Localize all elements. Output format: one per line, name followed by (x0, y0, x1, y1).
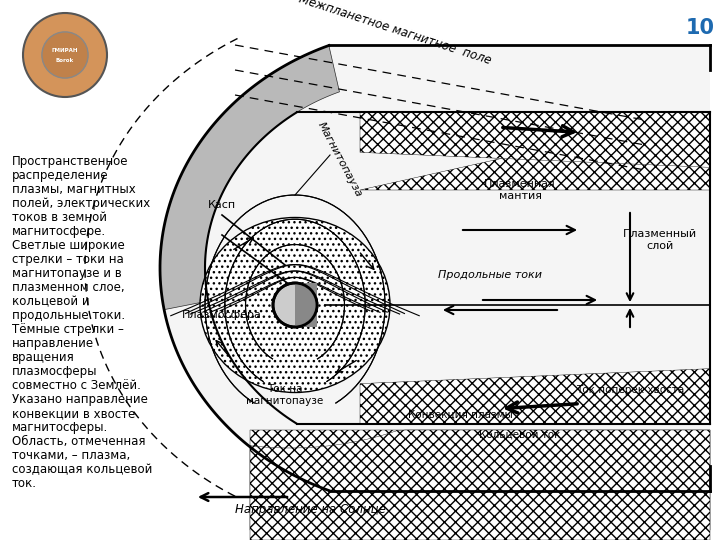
Text: ток.: ток. (12, 477, 37, 490)
Text: Межпланетное магнитное  поле: Межпланетное магнитное поле (297, 0, 493, 68)
Text: продольные токи.: продольные токи. (12, 309, 125, 322)
Text: совместно с Землёй.: совместно с Землёй. (12, 379, 141, 392)
Text: Плазменная
мантия: Плазменная мантия (484, 179, 556, 201)
Text: создающая кольцевой: создающая кольцевой (12, 463, 153, 476)
Text: Указано направление: Указано направление (12, 393, 148, 406)
Text: Кольцевой ток: Кольцевой ток (480, 430, 561, 440)
Ellipse shape (200, 218, 390, 393)
Polygon shape (360, 112, 710, 167)
Text: ГМИРАН: ГМИРАН (52, 48, 78, 52)
Text: стрелки – токи на: стрелки – токи на (12, 253, 124, 266)
Text: плазмы, магнитных: плазмы, магнитных (12, 183, 136, 196)
Text: плазменном слое,: плазменном слое, (12, 281, 125, 294)
Circle shape (23, 13, 107, 97)
Text: Направление на Солнце: Направление на Солнце (235, 503, 385, 516)
Text: Светлые широкие: Светлые широкие (12, 239, 125, 252)
Text: распределение: распределение (12, 169, 109, 182)
Text: кольцевой и: кольцевой и (12, 295, 89, 308)
Polygon shape (250, 430, 710, 540)
Text: Магнитопауза: Магнитопауза (316, 121, 364, 199)
Circle shape (42, 32, 88, 78)
Text: Плазмосфера: Плазмосфера (182, 310, 262, 320)
Text: Область, отмеченная: Область, отмеченная (12, 435, 145, 448)
Text: Плазменный
слой: Плазменный слой (623, 229, 697, 251)
Text: магнитопаузе и в: магнитопаузе и в (12, 267, 122, 280)
Text: магнитосферы.: магнитосферы. (12, 421, 108, 434)
Text: вращения: вращения (12, 351, 75, 364)
Text: Ток на
магнитопаузе: Ток на магнитопаузе (246, 384, 323, 406)
Text: конвекции в хвосте: конвекции в хвосте (12, 407, 135, 420)
Polygon shape (160, 45, 710, 490)
Text: Конвекция плазмы: Конвекция плазмы (408, 410, 513, 420)
Text: направление: направление (12, 337, 94, 350)
Text: Ток поперек хвоста: Ток поперек хвоста (576, 385, 684, 395)
Polygon shape (360, 369, 710, 424)
Text: точками, – плазма,: точками, – плазма, (12, 449, 130, 462)
Text: токов в земной: токов в земной (12, 211, 107, 224)
Polygon shape (250, 430, 710, 530)
Text: полей, электрических: полей, электрических (12, 197, 150, 210)
Text: Продольные токи: Продольные токи (438, 270, 542, 280)
Circle shape (273, 283, 317, 327)
Text: плазмосферы: плазмосферы (12, 365, 97, 378)
Polygon shape (160, 45, 339, 309)
Text: Касп: Касп (208, 200, 236, 210)
Text: Borok: Borok (56, 57, 74, 63)
Text: магнитосфере.: магнитосфере. (12, 225, 106, 238)
Text: Тёмные стрелки –: Тёмные стрелки – (12, 323, 124, 336)
Text: Пространственное: Пространственное (12, 155, 128, 168)
Polygon shape (295, 283, 317, 327)
Text: 10: 10 (685, 18, 714, 38)
Polygon shape (360, 112, 710, 190)
